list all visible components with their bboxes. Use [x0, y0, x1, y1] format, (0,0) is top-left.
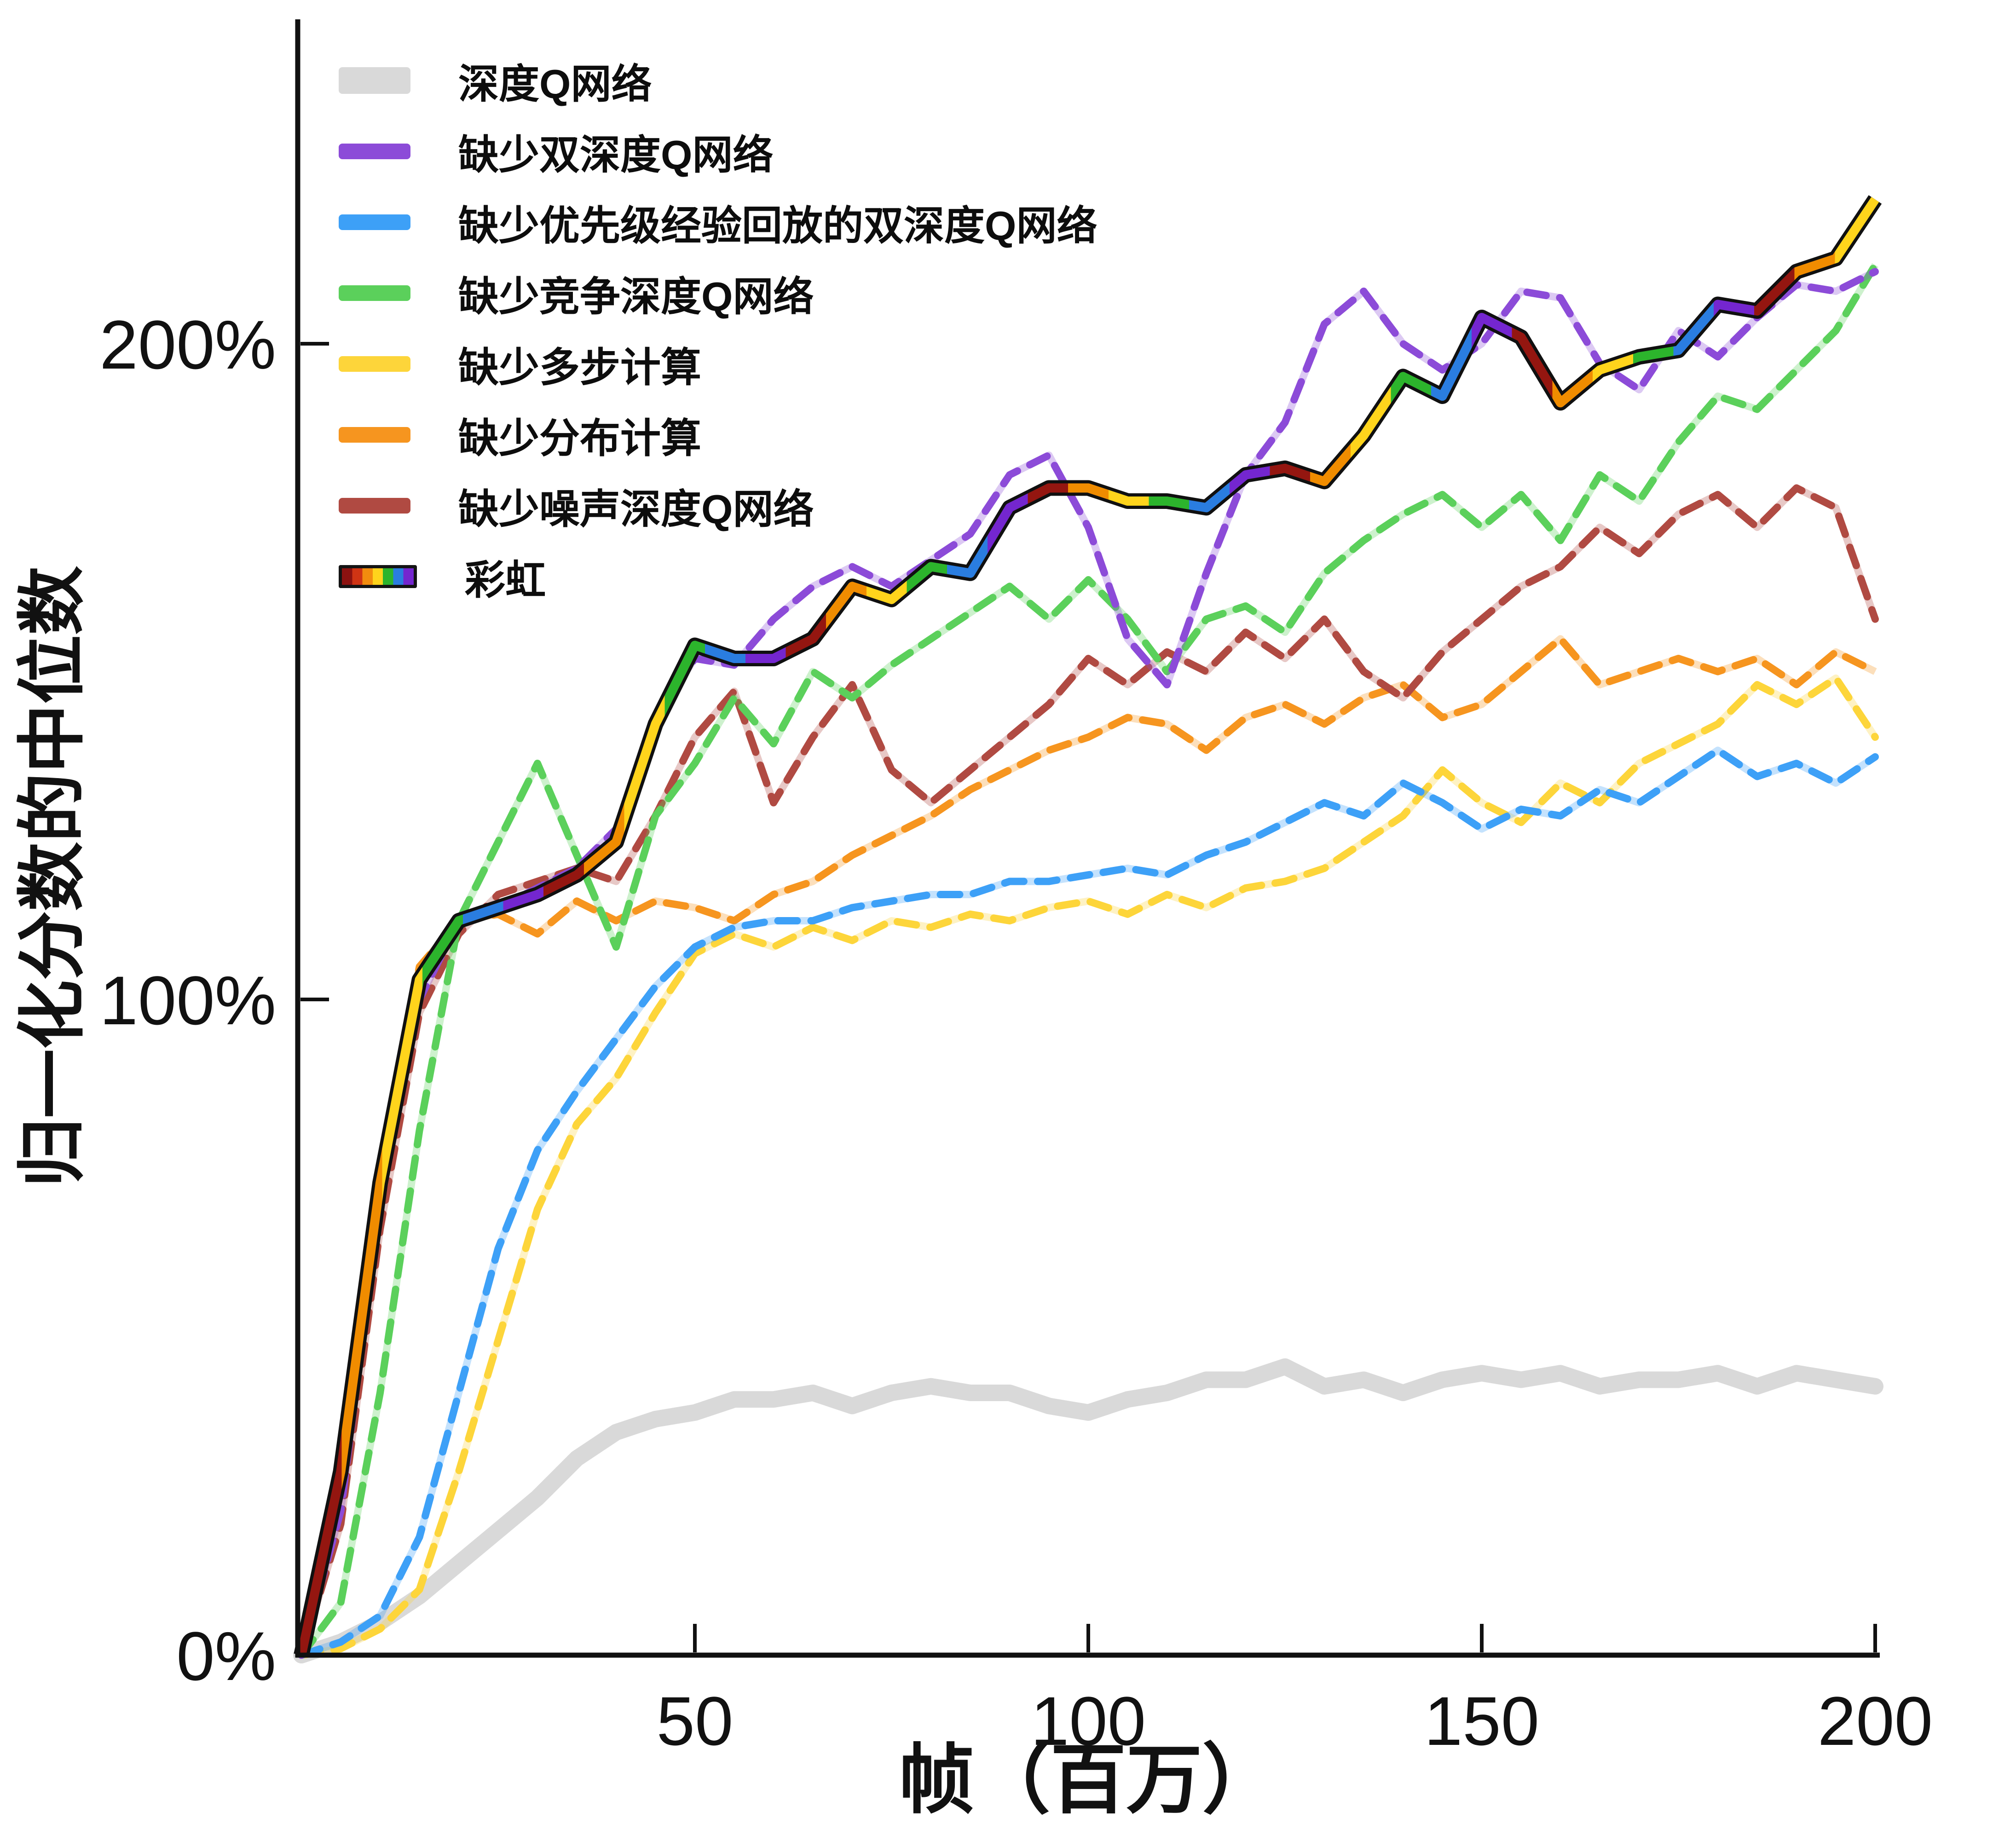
legend-swatch-dqn — [339, 67, 410, 94]
legend-item-no_distribution: 缺少分布计算 — [339, 399, 1097, 470]
legend-swatch-no_priority — [339, 214, 410, 230]
x-tick-label-200: 200 — [1818, 1682, 1933, 1760]
x-tick-label-100: 100 — [1031, 1682, 1146, 1760]
series-no_multistep — [298, 674, 1879, 1659]
y-tick-label-0: 0% — [176, 1617, 276, 1695]
legend-swatch-no_noisy — [339, 498, 410, 514]
legend-swatch-no_multistep — [339, 356, 410, 372]
y-tick-label-100: 100% — [99, 962, 276, 1039]
legend-label-no_priority: 缺少优先级经验回放的双深度Q网络 — [458, 202, 1098, 248]
x-axis-title: 帧（百万） — [899, 1738, 1278, 1822]
legend-label-no_double: 缺少双深度Q网络 — [458, 132, 774, 178]
x-tick-label-50: 50 — [657, 1682, 734, 1760]
legend-label-no_distribution: 缺少分布计算 — [458, 415, 702, 461]
y-axis-title: 归一化分数的中位数 — [13, 566, 91, 1187]
legend-swatch-no_distribution — [339, 427, 410, 443]
series-no_dueling — [298, 261, 1879, 1659]
legend-label-no_multistep: 缺少多步计算 — [458, 344, 702, 390]
legend-label-no_noisy: 缺少噪声深度Q网络 — [458, 486, 814, 532]
legend-label-dqn: 深度Q网络 — [458, 61, 652, 107]
legend-item-no_noisy: 缺少噪声深度Q网络 — [339, 470, 1097, 541]
legend-item-rainbow: 彩虹 — [339, 541, 1097, 612]
legend-item-no_multistep: 缺少多步计算 — [339, 329, 1097, 399]
y-tick-label-200: 200% — [99, 306, 276, 383]
series-dqn — [293, 1358, 1883, 1663]
x-tick-label-150: 150 — [1424, 1682, 1539, 1760]
legend-swatch-no_double — [339, 144, 410, 159]
series-rainbow — [297, 196, 1879, 1657]
legend-swatch-rainbow — [339, 565, 417, 588]
legend-item-no_priority: 缺少优先级经验回放的双深度Q网络 — [339, 187, 1097, 258]
series-no_multistep-halo — [300, 674, 1878, 1659]
legend-label-rainbow: 彩虹 — [465, 557, 546, 603]
series-no_distribution — [298, 635, 1879, 1659]
series-no_priority — [298, 746, 1879, 1659]
legend: 深度Q网络缺少双深度Q网络缺少优先级经验回放的双深度Q网络 缺少竞争深度Q网络 缺少… — [339, 45, 1097, 612]
series-no_noisy — [298, 484, 1879, 1659]
legend-swatch-no_dueling — [339, 285, 410, 301]
legend-item-dqn: 深度Q网络 — [339, 45, 1097, 116]
legend-item-no_double: 缺少双深度Q网络 — [339, 116, 1097, 187]
legend-item-no_dueling: 缺少竞争深度Q网络 — [339, 258, 1097, 329]
legend-label-no_dueling: 缺少竞争深度Q网络 — [458, 273, 814, 319]
